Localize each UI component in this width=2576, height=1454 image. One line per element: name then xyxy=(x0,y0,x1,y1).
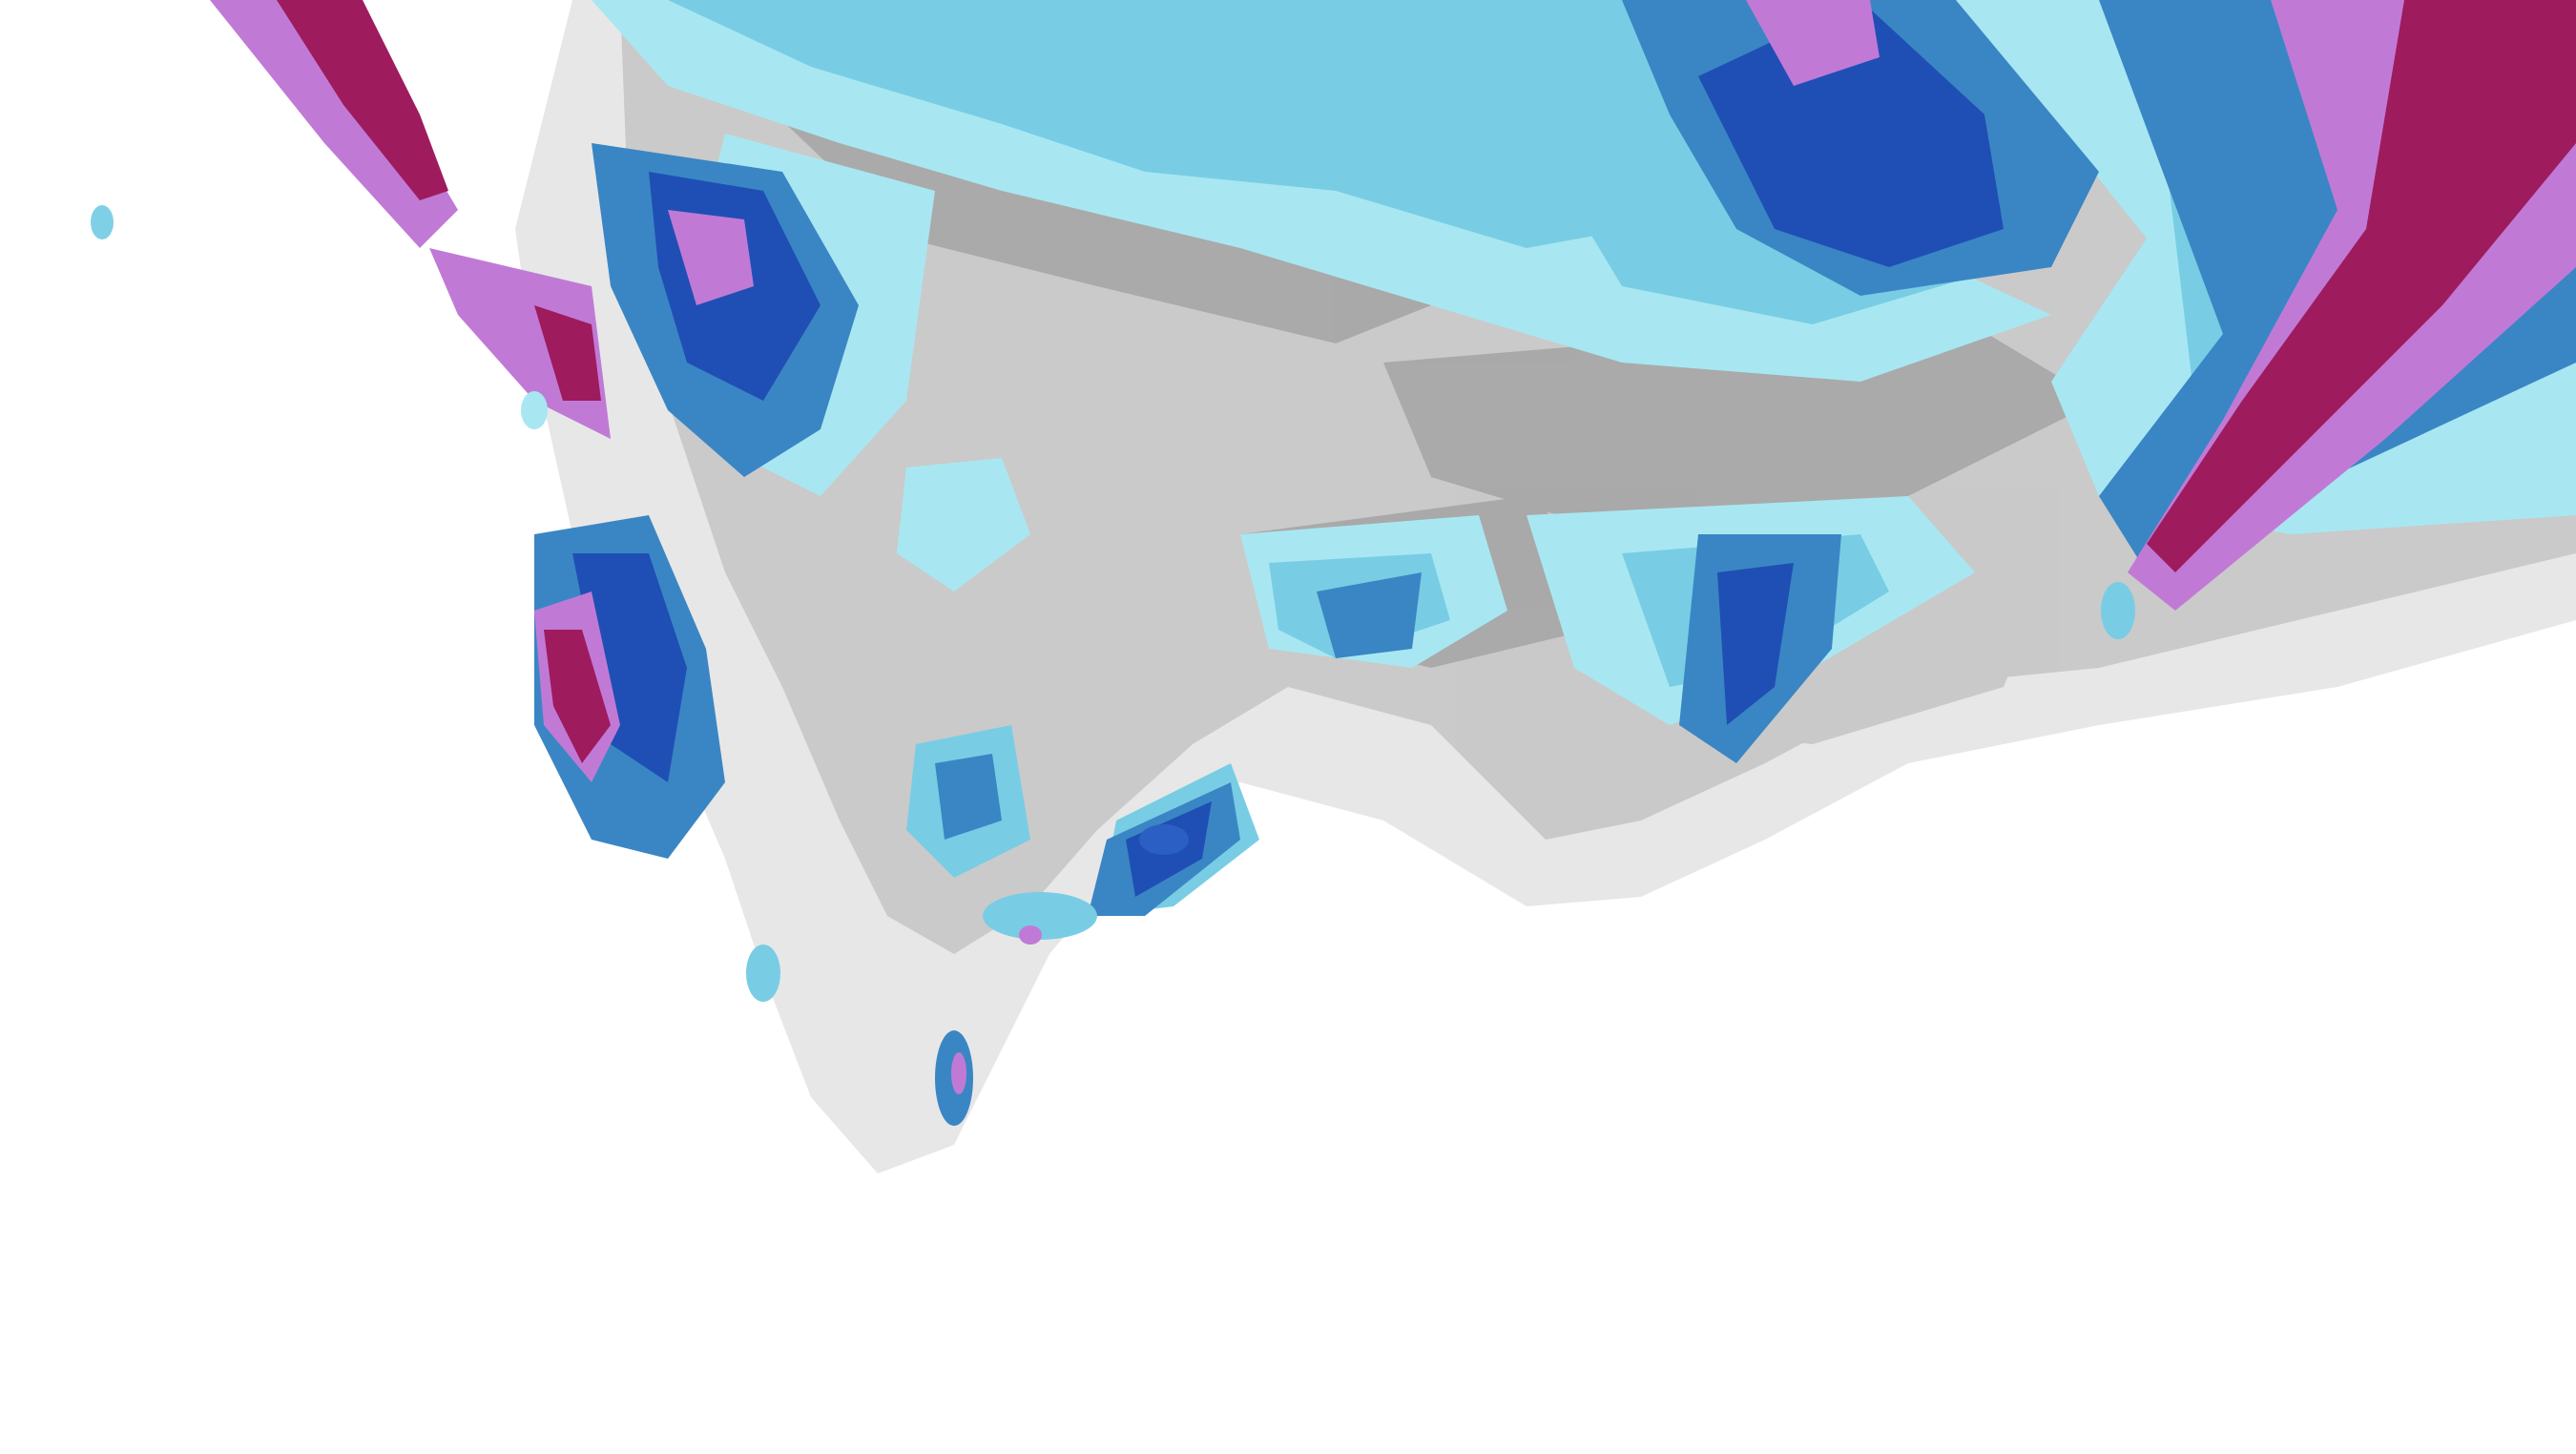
precip-cells-scattered xyxy=(91,205,2135,1126)
precip-band-magenta xyxy=(277,0,2576,763)
